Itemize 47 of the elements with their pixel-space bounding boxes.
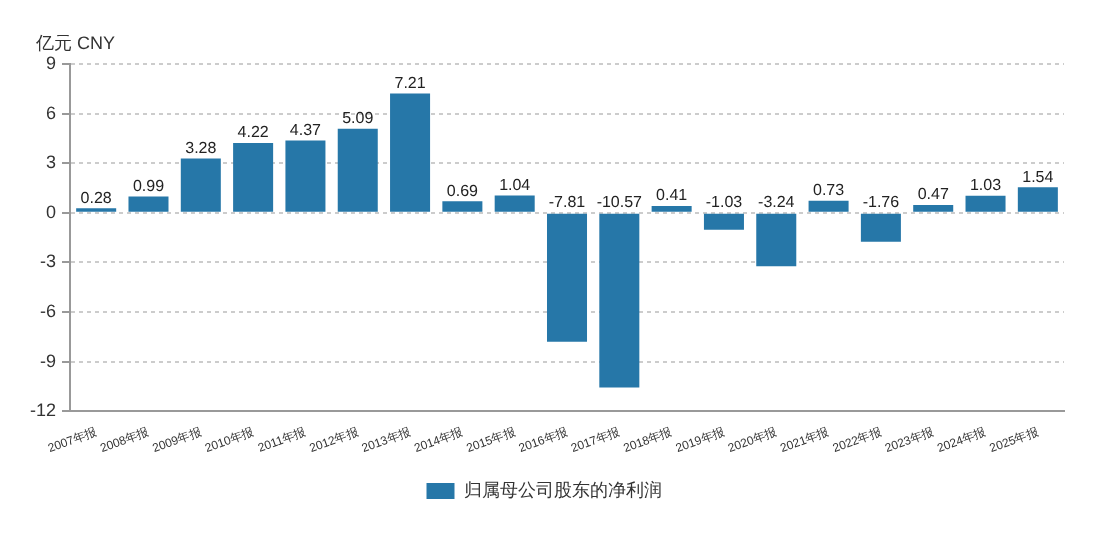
bar [599,213,640,388]
bar [703,213,744,230]
data-label: -3.24 [758,193,796,212]
data-label: -7.81 [548,193,587,212]
y-tick-label: 6 [45,102,57,123]
data-label: 0.99 [132,176,166,195]
data-label: 0.28 [80,188,113,207]
data-label: 1.54 [1022,167,1055,186]
bar [913,205,954,212]
y-tick-label: 9 [45,52,57,73]
data-label: 1.03 [969,176,1003,195]
data-label: 4.22 [237,123,270,142]
data-label: -1.76 [862,193,901,212]
bar [337,128,378,212]
data-label: 3.28 [185,138,218,157]
bar [285,140,326,212]
bar [180,158,221,212]
bar [390,93,431,212]
bar [965,195,1006,212]
y-axis-title: 亿元 CNY [34,32,116,53]
y-tick-label: -9 [39,350,57,371]
legend-label: 归属母公司股东的净利润 [463,479,662,500]
bar [547,213,588,342]
y-tick-label: -12 [29,400,57,421]
bar [651,205,692,212]
data-label: 1.04 [499,175,532,194]
data-label: -10.57 [596,193,644,212]
data-label: 0.69 [446,181,480,200]
bar [1017,187,1058,212]
y-tick-label: -6 [39,300,57,321]
bar [808,200,849,212]
data-label: 0.47 [917,185,950,204]
bar [128,196,169,212]
y-tick-label: -3 [39,251,57,272]
bar [233,143,274,212]
y-tick-label: 0 [45,201,57,222]
bar [860,213,901,242]
y-tick-label: 3 [45,152,57,173]
data-label: 0.73 [813,181,846,200]
data-label: 4.37 [289,120,323,139]
data-label: 7.21 [394,73,427,92]
data-label: 5.09 [342,109,375,128]
data-label: 0.41 [656,186,689,205]
data-label: -1.03 [705,193,744,212]
bar [756,213,797,267]
bar [494,195,535,212]
bar [442,201,483,212]
